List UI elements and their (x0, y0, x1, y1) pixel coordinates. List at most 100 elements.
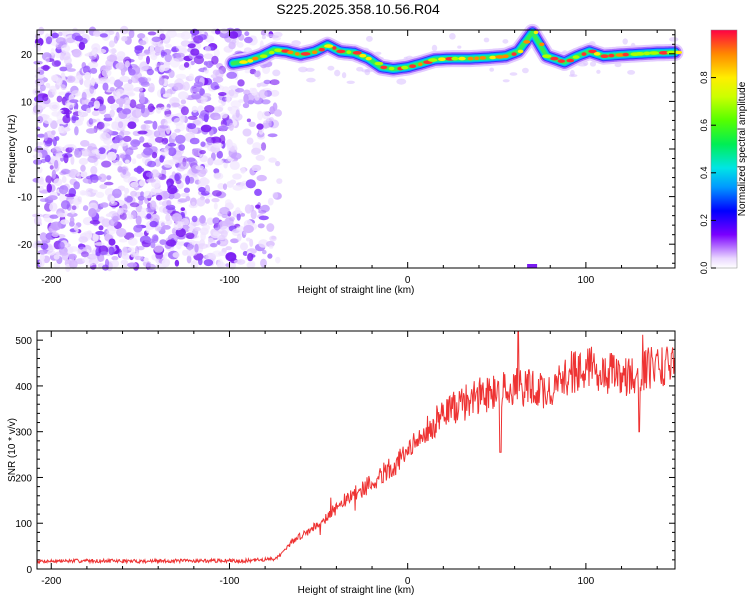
noise-speckle (200, 231, 206, 241)
noise-speckle (45, 82, 51, 89)
noise-speckle (120, 69, 126, 76)
noise-speckle (124, 195, 133, 203)
noise-speckle (140, 124, 147, 131)
noise-speckle (177, 91, 189, 100)
noise-speckle (59, 84, 66, 89)
noise-speckle (135, 108, 141, 118)
noise-speckle (98, 173, 107, 183)
noise-speckle (199, 150, 206, 155)
noise-speckle (240, 242, 248, 251)
noise-speckle (145, 172, 154, 178)
noise-speckle (216, 150, 223, 159)
faint-speckle (457, 45, 462, 49)
noise-speckle (66, 212, 78, 218)
x-tick-label: -100 (219, 576, 239, 587)
noise-speckle (228, 31, 239, 39)
noise-speckle (143, 257, 149, 263)
faint-speckle (669, 37, 679, 42)
noise-speckle (116, 51, 126, 59)
noise-speckle (46, 250, 56, 256)
noise-speckle (80, 164, 86, 172)
noise-speckle (153, 130, 161, 138)
noise-speckle (71, 32, 81, 41)
noise-speckle (253, 70, 261, 78)
y-tick-label: 100 (15, 519, 32, 530)
noise-speckle (217, 183, 225, 190)
noise-speckle (159, 239, 167, 246)
noise-speckle (256, 123, 264, 130)
noise-speckle (133, 224, 143, 233)
faint-speckle (269, 35, 279, 39)
noise-speckle (61, 175, 67, 184)
snr-plot-area (37, 331, 675, 569)
faint-speckle (522, 67, 529, 74)
noise-speckle (112, 139, 119, 144)
noise-speckle (112, 188, 122, 199)
noise-speckle (38, 70, 45, 75)
noise-speckle (266, 223, 275, 232)
noise-speckle (123, 83, 134, 91)
noise-speckle (246, 137, 254, 145)
spectrogram-ridge (224, 23, 684, 78)
noise-speckle (149, 44, 155, 55)
noise-speckle (170, 47, 180, 53)
noise-speckle (121, 35, 128, 42)
noise-speckle (71, 205, 77, 210)
noise-speckle (138, 52, 146, 57)
noise-speckle (70, 156, 75, 165)
noise-speckle (212, 217, 220, 225)
noise-speckle (236, 213, 241, 221)
figure-title: S225.2025.358.10.56.R04 (276, 1, 440, 17)
noise-speckle (58, 31, 63, 37)
noise-speckle (118, 121, 124, 129)
noise-speckle (229, 160, 240, 170)
noise-speckle (124, 60, 130, 68)
noise-speckle (89, 118, 97, 123)
noise-speckle (111, 47, 117, 54)
noise-speckle (134, 231, 144, 237)
noise-speckle (147, 160, 157, 168)
noise-speckle (47, 195, 58, 201)
noise-speckle (37, 133, 45, 138)
colorbar: 0.0 0.2 0.4 0.6 0.8 Normalized spectral ampl… (699, 29, 748, 274)
noise-speckle (228, 41, 236, 50)
noise-speckle (228, 89, 235, 97)
ridge-core (458, 56, 466, 61)
noise-speckle (187, 243, 193, 251)
x-tick-label: -100 (219, 275, 239, 286)
noise-speckle (223, 161, 228, 169)
ridge-core (550, 56, 559, 61)
y-tick-label: 0 (26, 565, 32, 576)
noise-speckle (219, 134, 226, 145)
ridge-core (332, 46, 337, 50)
noise-speckle (147, 103, 155, 113)
noise-speckle (43, 132, 48, 142)
noise-speckle (222, 183, 228, 190)
noise-speckle (174, 128, 181, 133)
noise-speckle (236, 226, 246, 232)
noise-speckle (244, 36, 253, 44)
ridge-core (336, 49, 346, 54)
ridge-core (467, 56, 474, 61)
noise-speckle (203, 66, 207, 71)
noise-speckle (160, 51, 167, 56)
noise-speckle (213, 168, 220, 174)
noise-speckle (73, 120, 83, 126)
noise-speckle (119, 75, 130, 83)
noise-speckle (267, 253, 273, 259)
colorbar-gradient (710, 29, 738, 269)
ridge-core (252, 56, 259, 61)
noise-speckle (37, 116, 44, 124)
noise-speckle (177, 198, 188, 203)
noise-speckle (175, 227, 186, 238)
noise-speckle (50, 48, 55, 56)
noise-speckle (226, 94, 231, 103)
noise-speckle (101, 68, 112, 78)
noise-speckle (89, 220, 101, 225)
noise-speckle (246, 118, 251, 123)
ridge-core (479, 56, 487, 60)
noise-speckle (81, 91, 87, 101)
noise-speckle (261, 110, 271, 120)
noise-speckle (84, 72, 91, 81)
